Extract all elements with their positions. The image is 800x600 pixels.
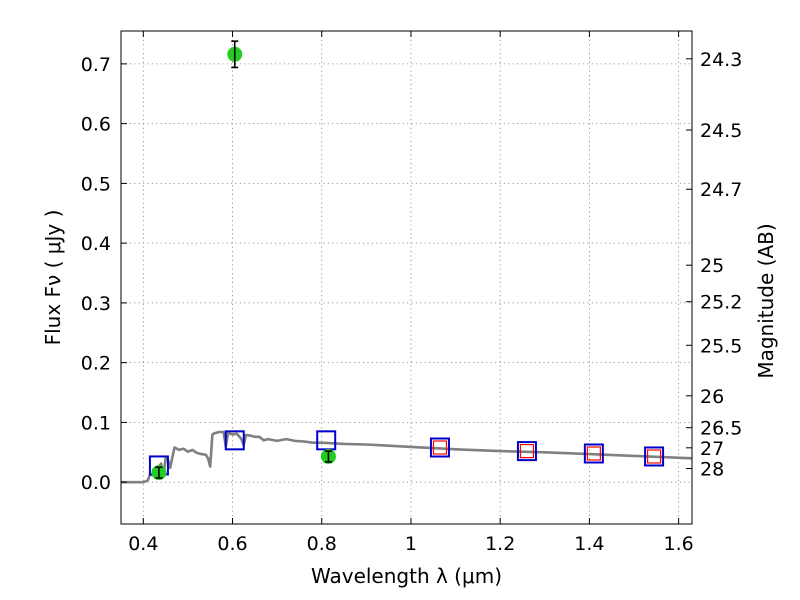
y-tick-label: 0.2	[81, 353, 111, 375]
right-tick-label: 28	[700, 458, 724, 480]
right-tick-label: 25.5	[700, 335, 742, 357]
right-tick-label: 24.5	[700, 120, 742, 142]
y-tick-label: 0.5	[81, 173, 111, 195]
axes-frame	[120, 30, 693, 525]
grid	[121, 31, 692, 524]
right-axis-label: Magnitude (AB)	[754, 223, 778, 378]
ticks: 0.4 0.6 0.8 1 1.2 1.4 1.6 0.0 0.1 0.2 0.3 0.4 0.5 0.6…	[81, 31, 742, 555]
x-tick-label: 1.6	[664, 533, 694, 555]
model-photometry-marker	[644, 446, 665, 467]
model-photometry-marker	[429, 437, 450, 458]
right-tick-label: 25	[700, 255, 724, 277]
model-photometry-marker	[516, 441, 537, 462]
upper-limit-marker	[519, 443, 535, 459]
y-tick-label: 0.4	[81, 233, 111, 255]
x-tick-label: 0.6	[217, 533, 247, 555]
upper-limit-marker	[646, 449, 662, 464]
right-tick-label: 26.5	[700, 418, 742, 440]
right-tick-label: 27	[700, 438, 724, 460]
model-photometry-marker	[224, 430, 245, 451]
upper-limit-marker	[432, 440, 448, 455]
right-tick-label: 25.2	[700, 292, 742, 314]
y-tick-label: 0.0	[81, 472, 111, 494]
x-tick-label: 1.2	[485, 533, 515, 555]
x-tick-label: 0.4	[128, 533, 158, 555]
y-tick-label: 0.1	[81, 412, 111, 434]
x-tick-label: 1.4	[574, 533, 604, 555]
y-tick-label: 0.7	[81, 54, 111, 76]
upper-limit-marker	[586, 446, 601, 461]
y-tick-label: 0.3	[81, 293, 111, 315]
model-photometry-marker	[583, 443, 604, 464]
right-tick-label: 26	[700, 386, 724, 408]
x-tick-label: 0.8	[307, 533, 337, 555]
plot-area	[121, 40, 692, 484]
y-axis-label: Flux Fν ( μJy )	[41, 210, 65, 346]
x-axis-label: Wavelength λ (μm)	[311, 564, 502, 588]
y-tick-label: 0.6	[81, 114, 111, 136]
right-tick-label: 24.7	[700, 179, 742, 201]
right-tick-label: 24.3	[700, 49, 742, 71]
x-tick-label: 1	[405, 533, 417, 555]
